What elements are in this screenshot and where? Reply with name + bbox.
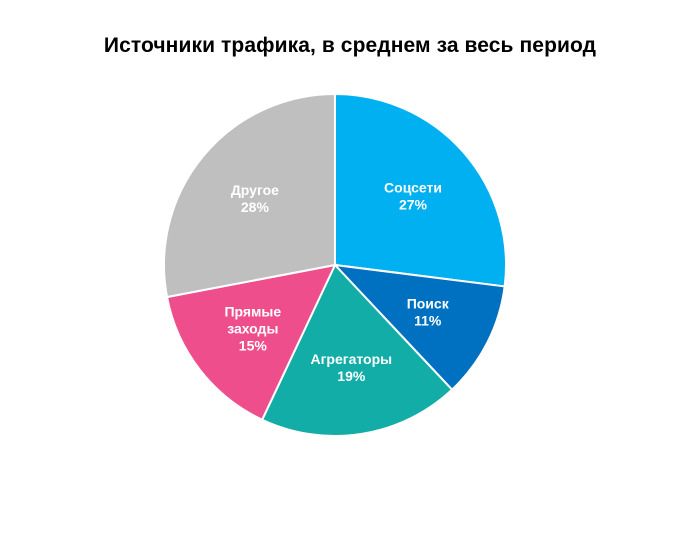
slice-label: Прямые заходы 15% — [224, 304, 281, 354]
slice-label: Другое 28% — [231, 182, 279, 215]
pie-slices — [163, 92, 507, 437]
chart-title: Источники трафика, в среднем за весь пер… — [103, 34, 597, 57]
slice-value-label: 15% — [239, 338, 268, 354]
pie-slice — [260, 263, 454, 437]
slice-label: Соцсети 27% — [384, 180, 442, 213]
slice-value-label: 19% — [337, 368, 366, 384]
slice-category-label: Другое — [231, 182, 279, 198]
slice-category-label: заходы — [227, 321, 278, 337]
slice-label: Агрегаторы 19% — [310, 351, 392, 384]
slice-category-label: Прямые — [224, 304, 281, 320]
slice-category-label: Агрегаторы — [310, 351, 392, 367]
slice-value-label: 27% — [399, 197, 428, 213]
slice-value-label: 28% — [241, 199, 270, 215]
slice-category-label: Поиск — [407, 296, 450, 312]
slice-value-label: 11% — [414, 313, 442, 329]
pie-slice — [332, 263, 506, 392]
pie-labels: Соцсети 27% Поиск 11% Агрегаторы 19% Прямые зах… — [224, 180, 449, 385]
pie-slice — [163, 92, 336, 299]
slice-category-label: Соцсети — [384, 180, 442, 196]
pie-slice — [165, 263, 337, 422]
slice-label: Поиск 11% — [407, 296, 450, 329]
pie-slice — [334, 92, 507, 288]
